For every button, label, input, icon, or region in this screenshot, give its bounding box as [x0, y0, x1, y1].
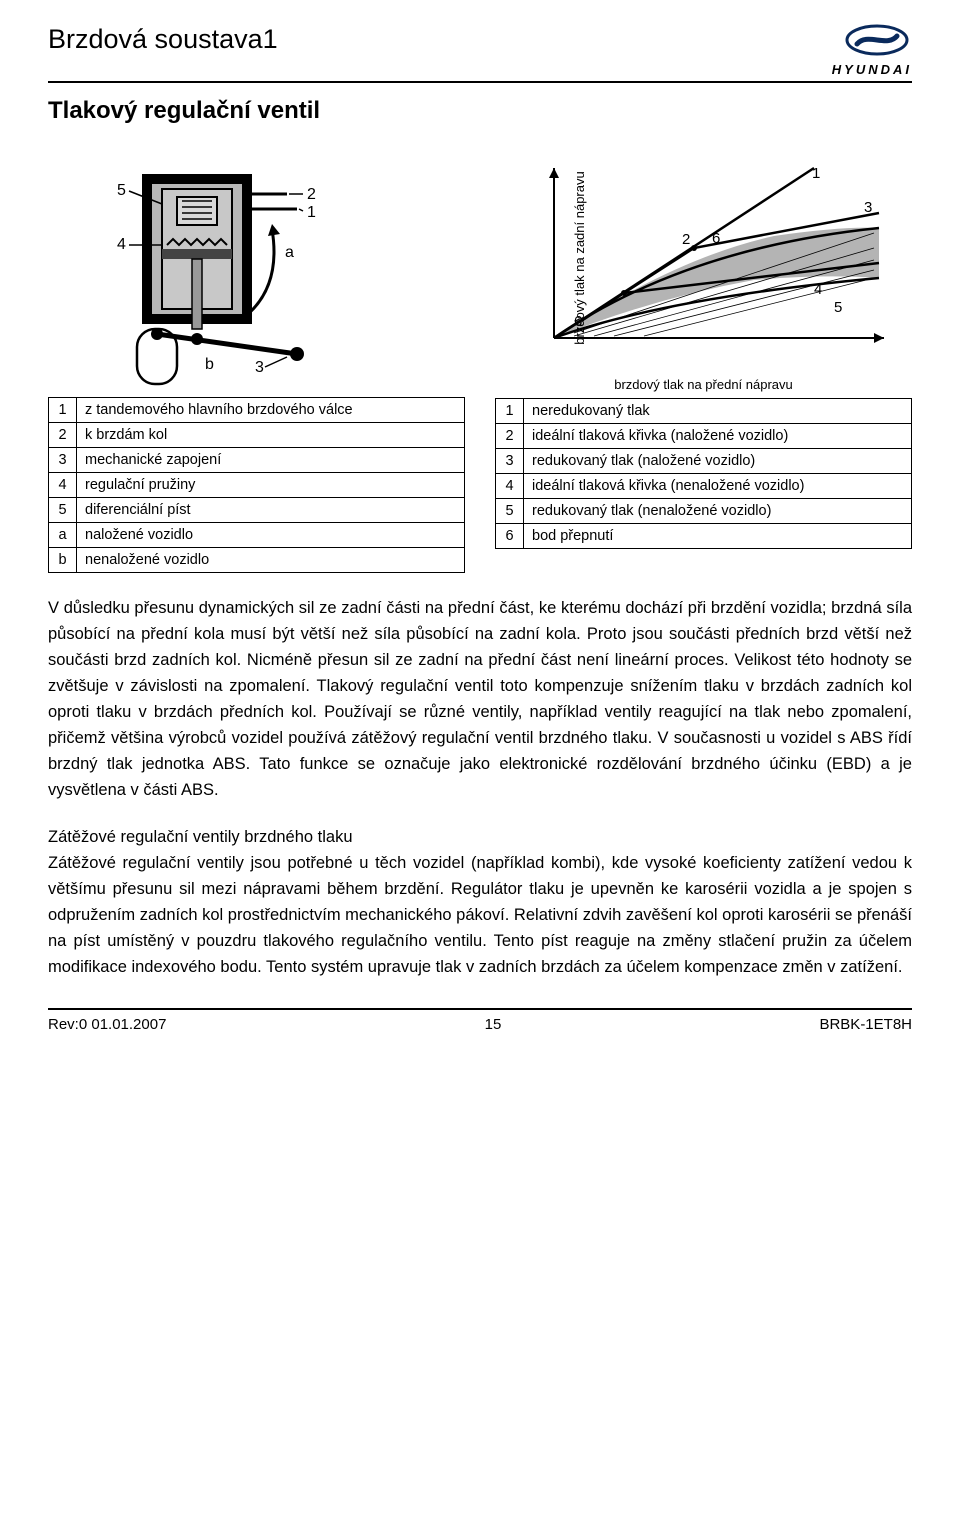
document-title: Brzdová soustava1 [48, 24, 278, 55]
legend-key: 3 [49, 448, 77, 473]
brand-logo: HYUNDAI [832, 24, 912, 79]
footer-divider [48, 1008, 912, 1010]
legend-value: neredukovaný tlak [524, 399, 912, 424]
svg-text:1: 1 [812, 165, 820, 182]
legend-value: redukovaný tlak (naložené vozidlo) [524, 449, 912, 474]
legend-value: diferenciální píst [77, 498, 465, 523]
svg-text:5: 5 [834, 299, 842, 316]
footer-right: BRBK-1ET8H [819, 1016, 912, 1033]
footer-page: 15 [485, 1016, 502, 1033]
svg-text:4: 4 [814, 281, 822, 298]
callout-b: b [205, 356, 214, 373]
legend-value: z tandemového hlavního brzdového válce [77, 398, 465, 423]
pressure-chart: brzdový tlak na zadní nápravu [495, 149, 912, 367]
hyundai-logo-icon [842, 24, 912, 61]
header-divider [48, 81, 912, 83]
legend-key: b [49, 548, 77, 573]
legend-key: 6 [496, 524, 524, 549]
sub-heading: Zátěžové regulační ventily brzdného tlak… [48, 824, 912, 850]
callout-3: 3 [255, 359, 264, 376]
callout-2: 2 [307, 186, 316, 203]
legend-value: bod přepnutí [524, 524, 912, 549]
legend-value: ideální tlaková křivka (nenaložené vozid… [524, 474, 912, 499]
svg-text:2: 2 [682, 231, 690, 248]
svg-text:3: 3 [864, 199, 872, 216]
paragraph-2: Zátěžové regulační ventily jsou potřebné… [48, 850, 912, 980]
x-axis-label: brzdový tlak na přední nápravu [495, 377, 912, 392]
brand-text: HYUNDAI [832, 62, 912, 77]
paragraph-1: V důsledku přesunu dynamických sil ze za… [48, 595, 912, 804]
legend-key: 5 [496, 499, 524, 524]
callout-5: 5 [117, 182, 126, 199]
left-legend-table: 1z tandemového hlavního brzdového válce2… [48, 397, 465, 573]
svg-text:6: 6 [712, 230, 720, 247]
section-heading: Tlakový regulační ventil [48, 97, 912, 125]
legend-value: ideální tlaková křivka (naložené vozidlo… [524, 424, 912, 449]
valve-diagram: 5 4 2 1 a b 3 [48, 149, 465, 389]
legend-key: 5 [49, 498, 77, 523]
legend-key: a [49, 523, 77, 548]
footer-left: Rev:0 01.01.2007 [48, 1016, 166, 1033]
callout-a: a [285, 244, 294, 261]
right-legend-table: 1neredukovaný tlak2ideální tlaková křivk… [495, 398, 912, 549]
legend-value: mechanické zapojení [77, 448, 465, 473]
callout-1: 1 [307, 204, 316, 221]
legend-key: 4 [496, 474, 524, 499]
legend-key: 2 [496, 424, 524, 449]
legend-value: naložené vozidlo [77, 523, 465, 548]
legend-key: 2 [49, 423, 77, 448]
legend-value: regulační pružiny [77, 473, 465, 498]
legend-value: nenaložené vozidlo [77, 548, 465, 573]
callout-4: 4 [117, 236, 126, 253]
y-axis-label: brzdový tlak na zadní nápravu [572, 171, 587, 344]
legend-value: redukovaný tlak (nenaložené vozidlo) [524, 499, 912, 524]
legend-key: 1 [496, 399, 524, 424]
legend-key: 3 [496, 449, 524, 474]
legend-value: k brzdám kol [77, 423, 465, 448]
legend-key: 4 [49, 473, 77, 498]
legend-key: 1 [49, 398, 77, 423]
